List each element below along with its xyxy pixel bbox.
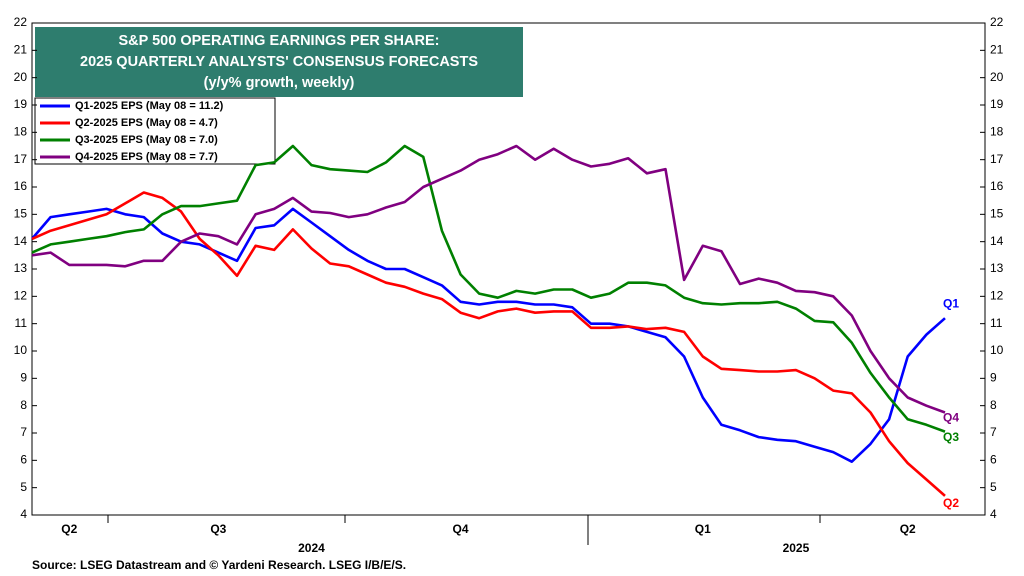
series-line (31, 191, 946, 497)
legend-label: Q1-2025 EPS (May 08 = 11.2) (75, 100, 224, 112)
legend-box (34, 97, 276, 165)
y2-tick-label: 12 (990, 289, 1004, 303)
y2-tick-label: 19 (990, 97, 1004, 111)
y2-tick-label: 18 (990, 125, 1004, 139)
legend-label: Q2-2025 EPS (May 08 = 4.7) (75, 117, 218, 129)
y2-tick-label: 13 (990, 261, 1004, 275)
x-tick-label: Q1 (695, 522, 711, 536)
y-tick-label: 21 (14, 43, 28, 57)
y-tick-label: 19 (14, 97, 28, 111)
legend-label: Q4-2025 EPS (May 08 = 7.7) (75, 151, 218, 163)
y2-tick-label: 11 (990, 316, 1003, 330)
x-tick-label: Q2 (61, 522, 77, 536)
y-tick-label: 10 (14, 343, 28, 357)
y-tick-label: 8 (20, 398, 27, 412)
y2-tick-label: 21 (990, 43, 1004, 57)
y-tick-label: 12 (14, 289, 28, 303)
title-box (35, 27, 523, 97)
y2-tick-label: 6 (990, 453, 997, 467)
y2-tick-label: 4 (990, 507, 997, 521)
y-tick-label: 15 (14, 207, 28, 221)
y-tick-label: 22 (14, 15, 28, 29)
y2-tick-label: 8 (990, 398, 997, 412)
y-tick-label: 20 (14, 70, 28, 84)
series-line (31, 144, 946, 414)
series-end-label: Q4 (943, 411, 959, 425)
x-year-label: 2025 (783, 541, 810, 555)
y2-tick-label: 15 (990, 207, 1004, 221)
y2-tick-label: 7 (990, 425, 997, 439)
series-end-label: Q3 (943, 430, 959, 444)
y-tick-label: 6 (20, 453, 27, 467)
y2-tick-label: 17 (990, 152, 1004, 166)
source-note: Source: LSEG Datastream and © Yardeni Re… (32, 558, 406, 572)
y2-tick-label: 16 (990, 179, 1004, 193)
y-tick-label: 14 (14, 234, 28, 248)
y-tick-label: 17 (14, 152, 28, 166)
x-tick-label: Q3 (210, 522, 226, 536)
legend-label: Q3-2025 EPS (May 08 = 7.0) (75, 134, 218, 146)
y2-tick-label: 20 (990, 70, 1004, 84)
y2-tick-label: 22 (990, 15, 1004, 29)
chart-subtitle: (y/y% growth, weekly) (204, 75, 355, 91)
y2-tick-label: 9 (990, 371, 997, 385)
y-tick-label: 4 (20, 507, 27, 521)
y-tick-label: 18 (14, 125, 28, 139)
series-line (31, 144, 946, 433)
x-tick-label: Q2 (900, 522, 916, 536)
y-tick-label: 13 (14, 261, 28, 275)
series-end-label: Q1 (943, 296, 959, 310)
y2-tick-label: 14 (990, 234, 1004, 248)
y2-tick-label: 10 (990, 343, 1004, 357)
x-year-label: 2024 (298, 541, 325, 555)
y-tick-label: 11 (15, 316, 28, 330)
series-line (31, 207, 946, 463)
y-tick-label: 7 (20, 425, 27, 439)
y-tick-label: 5 (20, 480, 27, 494)
chart-title: 2025 QUARTERLY ANALYSTS' CONSENSUS FOREC… (80, 54, 478, 70)
y-tick-label: 9 (20, 371, 27, 385)
series-end-label: Q2 (943, 496, 959, 510)
x-tick-label: Q4 (453, 522, 469, 536)
y-tick-label: 16 (14, 179, 28, 193)
y2-tick-label: 5 (990, 480, 997, 494)
chart-title: S&P 500 OPERATING EARNINGS PER SHARE: (119, 33, 440, 49)
